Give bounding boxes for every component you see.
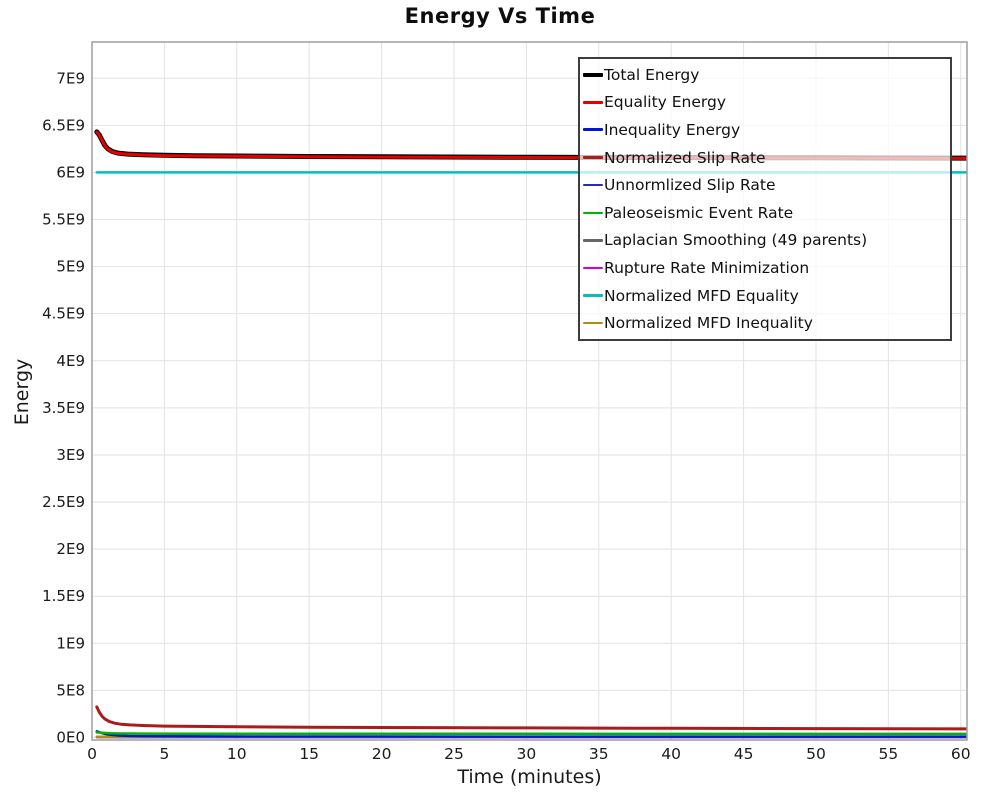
y-tick-label: 1E9: [56, 634, 85, 652]
legend-item-inequality-energy: Inequality Energy: [583, 116, 946, 144]
x-tick-label: 60: [951, 745, 971, 763]
y-axis-label: Energy: [11, 358, 33, 426]
y-tick-label: 5.5E9: [42, 211, 85, 229]
legend-item-normalized-slip-rate: Normalized Slip Rate: [583, 144, 946, 172]
x-tick-label: 20: [372, 745, 392, 763]
x-tick-label: 45: [734, 745, 754, 763]
legend-label: Normalized MFD Inequality: [604, 314, 813, 333]
y-tick-label: 5E8: [56, 681, 85, 699]
legend-item-rupture-rate-minimization: Rupture Rate Minimization: [583, 254, 946, 282]
y-tick-label: 7E9: [56, 69, 85, 87]
x-tick-label: 40: [661, 745, 681, 763]
y-tick-labels: 0E0 5E8 1E9 1.5E9 2E9 2.5E9 3E9 3.5E9 4E9 4.5E9 5E…: [42, 69, 85, 746]
y-tick-label: 0E0: [56, 728, 85, 746]
legend-label: Normalized MFD Equality: [604, 286, 799, 305]
x-tick-label: 10: [227, 745, 247, 763]
series-line-paleoseismic-event-rate: [95, 731, 967, 736]
y-tick-label: 5E9: [56, 258, 85, 276]
legend-swatch-equality-energy: [583, 100, 603, 104]
x-tick-label: 5: [159, 745, 169, 763]
x-tick-label: 0: [87, 745, 97, 763]
legend-item-equality-energy: Equality Energy: [583, 89, 946, 117]
legend-item-paleoseismic-event-rate: Paleoseismic Event Rate: [583, 199, 946, 227]
y-tick-label: 2.5E9: [42, 493, 85, 511]
legend-swatch-laplacian-smoothing: [583, 239, 603, 242]
legend-item-normalized-mfd-equality: Normalized MFD Equality: [583, 282, 946, 310]
legend-label: Normalized Slip Rate: [604, 148, 766, 167]
legend-label: Rupture Rate Minimization: [604, 258, 810, 277]
legend-label: Total Energy: [604, 65, 700, 84]
legend-swatch-paleoseismic-event-rate: [583, 211, 603, 215]
legend-swatch-normalized-mfd-equality: [583, 294, 603, 297]
series-line-equality-energy: [95, 130, 967, 160]
legend-label: Equality Energy: [604, 93, 727, 112]
y-tick-label: 6.5E9: [42, 116, 85, 134]
legend-label: Unnormlized Slip Rate: [604, 176, 776, 195]
y-tick-label: 4E9: [56, 352, 85, 370]
series-line-normalized-slip-rate: [95, 705, 967, 731]
x-tick-label: 55: [879, 745, 899, 763]
x-axis-label: Time (minutes): [457, 766, 602, 788]
x-tick-label: 30: [517, 745, 537, 763]
legend-item-unnormlized-slip-rate: Unnormlized Slip Rate: [583, 171, 946, 199]
legend-swatch-normalized-slip-rate: [583, 156, 603, 160]
legend-label: Inequality Energy: [604, 120, 741, 139]
legend-swatch-inequality-energy: [583, 128, 603, 132]
y-tick-label: 6E9: [56, 163, 85, 181]
x-tick-label: 15: [299, 745, 319, 763]
legend-box: Total Energy Equality Energy Inequality …: [578, 57, 952, 341]
y-tick-label: 4.5E9: [42, 305, 85, 323]
y-tick-label: 3E9: [56, 446, 85, 464]
legend-label: Laplacian Smoothing (49 parents): [604, 231, 868, 250]
chart-title: Energy Vs Time: [404, 4, 596, 28]
y-tick-label: 2E9: [56, 540, 85, 558]
x-tick-label: 35: [589, 745, 609, 763]
y-tick-label: 3.5E9: [42, 399, 85, 417]
legend-item-laplacian-smoothing: Laplacian Smoothing (49 parents): [583, 227, 946, 255]
legend-swatch-total-energy: [583, 72, 603, 78]
legend-label: Paleoseismic Event Rate: [604, 203, 794, 222]
legend-item-normalized-mfd-inequality: Normalized MFD Inequality: [583, 309, 946, 337]
x-tick-label: 50: [806, 745, 826, 763]
x-tick-labels: 0 5 10 15 20 25 30 35 40 45 50 55 60: [87, 745, 971, 763]
legend-item-total-energy: Total Energy: [583, 61, 946, 89]
x-tick-label: 25: [444, 745, 464, 763]
plot-border: [91, 41, 968, 741]
y-tick-label: 1.5E9: [42, 587, 85, 605]
legend-swatch-unnormlized-slip-rate: [583, 183, 603, 187]
legend-swatch-normalized-mfd-inequality: [583, 321, 603, 325]
legend-swatch-rupture-rate-minimization: [583, 266, 603, 270]
